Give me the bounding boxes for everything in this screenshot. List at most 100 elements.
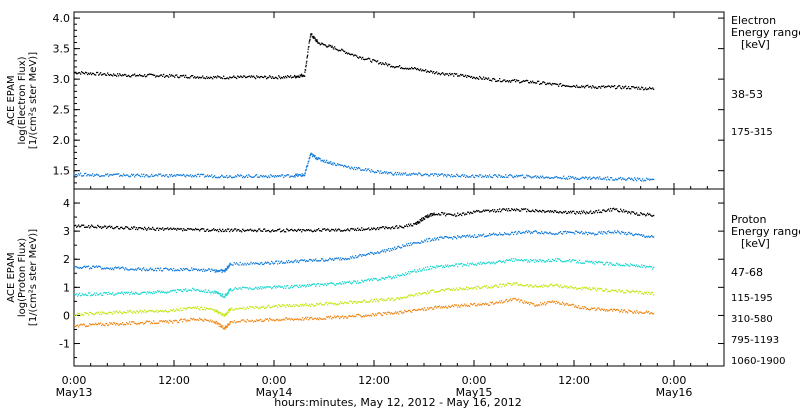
data-point <box>627 264 629 266</box>
data-point <box>286 304 288 306</box>
data-point <box>566 260 568 262</box>
data-point <box>75 224 77 226</box>
data-point <box>565 230 567 232</box>
data-point <box>113 322 115 324</box>
data-point <box>134 311 136 313</box>
x-tick-label-time: 0:00 <box>262 374 287 387</box>
proton-series-47-68 <box>74 207 655 233</box>
data-point <box>618 85 620 87</box>
data-point <box>233 309 235 311</box>
data-point <box>205 77 207 80</box>
data-point <box>596 261 598 264</box>
data-point <box>462 74 464 76</box>
data-point <box>348 229 350 231</box>
data-point <box>257 262 259 265</box>
data-point <box>346 51 348 54</box>
data-point <box>291 228 293 231</box>
data-point <box>390 248 392 250</box>
data-point <box>604 210 606 212</box>
data-point <box>375 278 377 280</box>
data-point <box>373 170 375 173</box>
data-point <box>652 313 654 315</box>
data-point <box>132 312 134 314</box>
data-point <box>350 300 352 302</box>
data-point <box>262 230 264 232</box>
data-point <box>409 309 411 311</box>
data-point <box>341 164 343 166</box>
data-point <box>439 265 441 267</box>
data-point <box>653 236 655 238</box>
data-point <box>289 229 291 232</box>
data-point <box>634 213 636 215</box>
data-point <box>170 290 172 292</box>
data-point <box>120 323 122 325</box>
data-point <box>177 309 179 311</box>
data-point <box>185 268 187 270</box>
data-point <box>511 80 513 82</box>
data-point <box>399 298 401 301</box>
data-point <box>141 312 143 314</box>
data-point <box>459 175 461 177</box>
data-point <box>401 297 403 300</box>
data-point <box>339 302 341 304</box>
data-point <box>269 230 271 233</box>
data-point <box>564 211 566 213</box>
data-point <box>338 303 340 306</box>
data-point <box>163 320 165 322</box>
data-point <box>648 311 650 313</box>
data-point <box>178 174 180 176</box>
data-point <box>433 71 435 73</box>
data-point <box>213 75 215 78</box>
data-point <box>445 305 447 307</box>
data-point <box>567 287 569 289</box>
data-point <box>477 236 479 238</box>
data-point <box>84 226 86 228</box>
data-point <box>210 319 212 321</box>
data-point <box>503 283 505 285</box>
data-point <box>540 232 542 235</box>
data-point <box>497 302 499 304</box>
data-point <box>275 175 277 177</box>
data-point <box>352 255 354 257</box>
data-point <box>365 228 367 230</box>
x-tick-label-date: May16 <box>656 386 693 399</box>
data-point <box>215 76 217 78</box>
data-point <box>519 210 521 212</box>
data-point <box>336 283 338 285</box>
data-point <box>415 309 417 312</box>
data-point <box>259 176 261 178</box>
data-point <box>84 73 86 75</box>
data-point <box>323 284 325 286</box>
data-point <box>213 292 215 294</box>
data-point <box>99 175 101 178</box>
data-point <box>618 231 620 233</box>
data-point <box>602 290 604 292</box>
data-point <box>308 158 311 160</box>
data-point <box>552 258 554 260</box>
data-point <box>310 317 312 319</box>
data-point <box>610 290 612 292</box>
data-point <box>360 56 362 58</box>
data-point <box>386 171 388 173</box>
data-point <box>483 209 485 211</box>
data-point <box>163 268 165 270</box>
data-point <box>234 228 236 230</box>
data-point <box>639 290 641 292</box>
data-point <box>87 294 89 297</box>
data-point <box>585 176 587 178</box>
data-point <box>427 266 429 268</box>
data-point <box>636 233 638 235</box>
data-point <box>293 303 295 306</box>
data-point <box>543 303 545 305</box>
data-point <box>609 210 611 212</box>
data-point <box>197 269 199 272</box>
data-point <box>283 76 285 78</box>
data-point <box>111 312 113 314</box>
data-point <box>316 157 318 159</box>
data-point <box>233 261 235 264</box>
data-point <box>431 268 433 270</box>
data-point <box>475 236 477 238</box>
data-point <box>523 260 525 262</box>
data-point <box>605 288 607 290</box>
data-point <box>514 297 516 299</box>
